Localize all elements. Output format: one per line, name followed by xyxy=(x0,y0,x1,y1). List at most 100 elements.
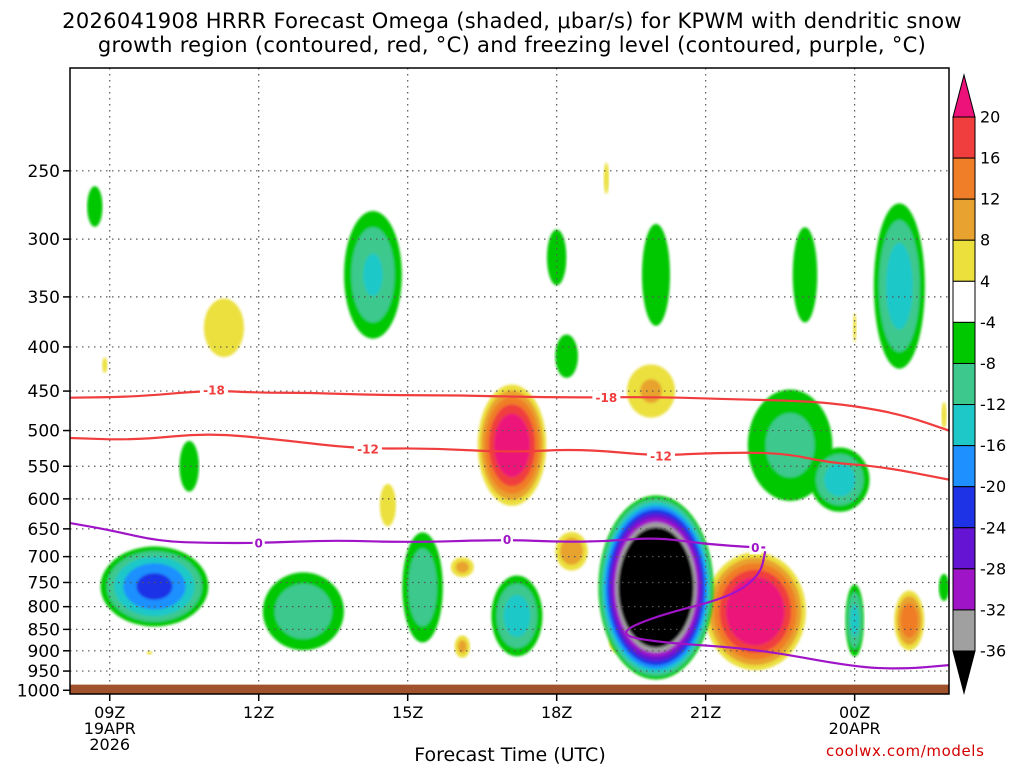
colorbar-label: 8 xyxy=(980,231,990,250)
omega-feature xyxy=(87,186,103,227)
omega-level-4 xyxy=(146,650,153,655)
y-tick-label: 950 xyxy=(28,662,60,682)
y-tick-label: 250 xyxy=(28,162,60,182)
omega-feature xyxy=(344,211,402,339)
colorbar-label: -24 xyxy=(980,518,1006,537)
omega-feature xyxy=(641,223,671,326)
omega-level--12 xyxy=(824,462,856,497)
omega-level--8 xyxy=(408,548,437,627)
y-tick-label: 1000 xyxy=(17,681,60,701)
omega-feature xyxy=(792,227,818,323)
omega-feature xyxy=(454,635,471,658)
colorbar-box xyxy=(952,157,976,200)
colorbar: 20 16 12 8 4 -4 -8 -12 -16 -20 -24 -28 -32 -36 xyxy=(952,73,1006,695)
contour-label-0: 0 xyxy=(751,541,759,555)
omega-level--4 xyxy=(555,334,578,378)
omega-level-4 xyxy=(941,401,947,429)
omega-feature xyxy=(941,401,947,429)
colorbar-box xyxy=(952,239,976,282)
omega-level--12 xyxy=(503,594,531,638)
y-tick-label: 600 xyxy=(28,490,60,510)
omega-feature xyxy=(938,573,949,602)
y-tick-label: 350 xyxy=(28,288,60,308)
contour-label-0: 0 xyxy=(503,533,511,547)
y-tick-label: 800 xyxy=(28,598,60,618)
y-tick-label: 900 xyxy=(28,642,60,662)
contour-label-bg xyxy=(252,535,265,550)
omega-level--8 xyxy=(274,583,333,639)
colorbar-box xyxy=(952,321,976,364)
y-tick-label: 700 xyxy=(28,548,60,568)
omega-feature xyxy=(100,546,209,627)
omega-level--12 xyxy=(886,242,913,330)
contour-label-bg xyxy=(353,441,382,456)
omega-feature xyxy=(555,334,578,378)
colorbar-label: -20 xyxy=(980,477,1006,496)
contour-label--18: -18 xyxy=(203,384,225,398)
temperature-contours xyxy=(70,390,949,670)
omega-level-8 xyxy=(457,640,467,654)
omega-feature xyxy=(491,575,543,657)
omega-level-4 xyxy=(603,162,610,194)
y-tick-label: 300 xyxy=(28,230,60,250)
omega-feature xyxy=(598,495,714,680)
colorbar-box xyxy=(952,486,976,529)
x-tick-date: 20APR xyxy=(829,719,881,738)
x-tick-label: 15Z xyxy=(392,703,423,722)
omega-level-20 xyxy=(494,413,530,477)
omega-feature xyxy=(555,531,588,571)
omega-feature xyxy=(179,440,199,492)
y-tick-label: 550 xyxy=(28,457,60,477)
contour-label-0: 0 xyxy=(255,536,263,550)
y-axis: 2503003504004505005506006507007508008509… xyxy=(17,162,70,701)
x-tick-label: 12Z xyxy=(243,703,274,722)
colorbar-label: 20 xyxy=(980,108,1000,127)
y-tick-label: 750 xyxy=(28,573,60,593)
colorbar-label: 16 xyxy=(980,149,1000,168)
omega-feature xyxy=(894,590,925,651)
contour-label--18: -18 xyxy=(595,391,617,405)
colorbar-box xyxy=(952,280,976,323)
contour-label-bg xyxy=(592,390,621,405)
colorbar-label: -8 xyxy=(980,354,996,373)
colorbar-box xyxy=(952,527,976,570)
site-credit[interactable]: coolwx.com/models xyxy=(826,742,985,760)
contour-label--12: -12 xyxy=(650,449,672,463)
x-tick-year: 2026 xyxy=(89,735,130,754)
omega-level--12 xyxy=(363,253,383,297)
chart-title-line-1: 2026041908 HRRR Forecast Omega (shaded, … xyxy=(62,9,962,33)
y-tick-label: 500 xyxy=(28,422,60,442)
contour-line--12 xyxy=(70,433,949,481)
colorbar-label: -4 xyxy=(980,313,996,332)
y-tick-label: 450 xyxy=(28,382,60,402)
omega-level--4 xyxy=(179,440,199,492)
x-tick-label: 00Z xyxy=(839,703,870,722)
colorbar-label: 4 xyxy=(980,272,990,291)
omega-feature xyxy=(102,357,108,374)
omega-feature xyxy=(603,162,610,194)
omega-level-12 xyxy=(900,603,918,638)
contour-labels: -18 -18 -12 -12 0 0 0 xyxy=(200,383,762,555)
x-tick-date: 19APR xyxy=(84,719,136,738)
omega-level--4 xyxy=(546,229,567,286)
x-tick-label: 21Z xyxy=(690,703,721,722)
omega-feature xyxy=(379,483,396,527)
omega-level--4 xyxy=(938,573,949,602)
omega-level--4 xyxy=(87,186,103,227)
colorbar-box xyxy=(952,568,976,611)
omega-level-4 xyxy=(379,483,396,527)
omega-feature xyxy=(704,552,806,671)
omega-level--4 xyxy=(641,223,671,326)
x-tick-label: 18Z xyxy=(541,703,572,722)
contour-label-bg xyxy=(749,540,762,555)
colorbar-box xyxy=(952,609,976,652)
contour-line-0 xyxy=(625,551,949,670)
chart-title-line-2: growth region (contoured, red, °C) and f… xyxy=(97,33,927,57)
colorbar-label: -28 xyxy=(980,559,1006,578)
contour-label-bg xyxy=(200,383,229,398)
omega-feature xyxy=(546,229,567,286)
omega-level--4 xyxy=(792,227,818,323)
ground-surface xyxy=(70,684,949,694)
